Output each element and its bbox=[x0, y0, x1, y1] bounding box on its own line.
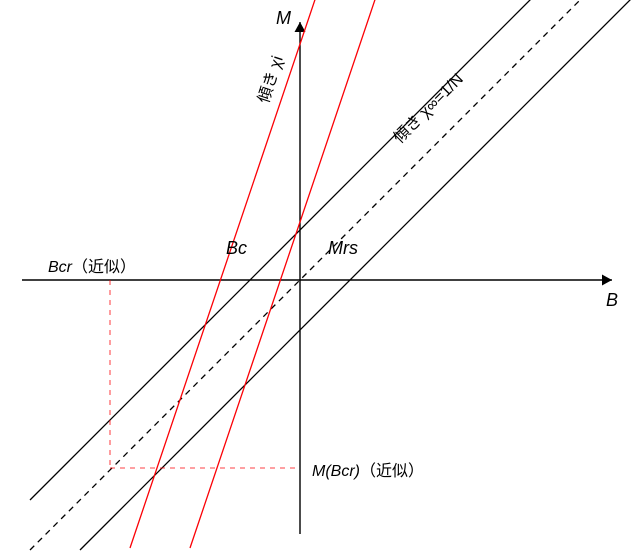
label-mrs: Mrs bbox=[328, 238, 358, 258]
label-m-of-bcr: M(Bcr)（近似） bbox=[312, 462, 424, 480]
diagonal-slope-label: 傾き χ∞=1/N bbox=[390, 70, 467, 147]
magnetization-diagram: B M 傾き χ∞=1/N 傾き χi Bc Mrs Bcr（近似） M(Bcr… bbox=[0, 0, 638, 558]
steep-red-line-left bbox=[130, 0, 325, 548]
y-axis-label: M bbox=[276, 8, 291, 28]
label-m-of-bcr-prefix: M(Bcr) bbox=[312, 463, 360, 480]
y-axis-arrow-icon bbox=[295, 22, 306, 32]
label-bcr-suffix: （近似） bbox=[72, 258, 136, 276]
label-m-of-bcr-suffix: （近似） bbox=[360, 462, 424, 480]
x-axis-label: B bbox=[606, 290, 618, 310]
label-bcr: Bcr（近似） bbox=[48, 258, 136, 276]
labels-group: Bc Mrs Bcr（近似） M(Bcr)（近似） bbox=[48, 238, 424, 480]
label-bcr-prefix: Bcr bbox=[48, 259, 73, 276]
label-bc: Bc bbox=[226, 238, 247, 258]
x-axis-arrow-icon bbox=[602, 275, 612, 286]
